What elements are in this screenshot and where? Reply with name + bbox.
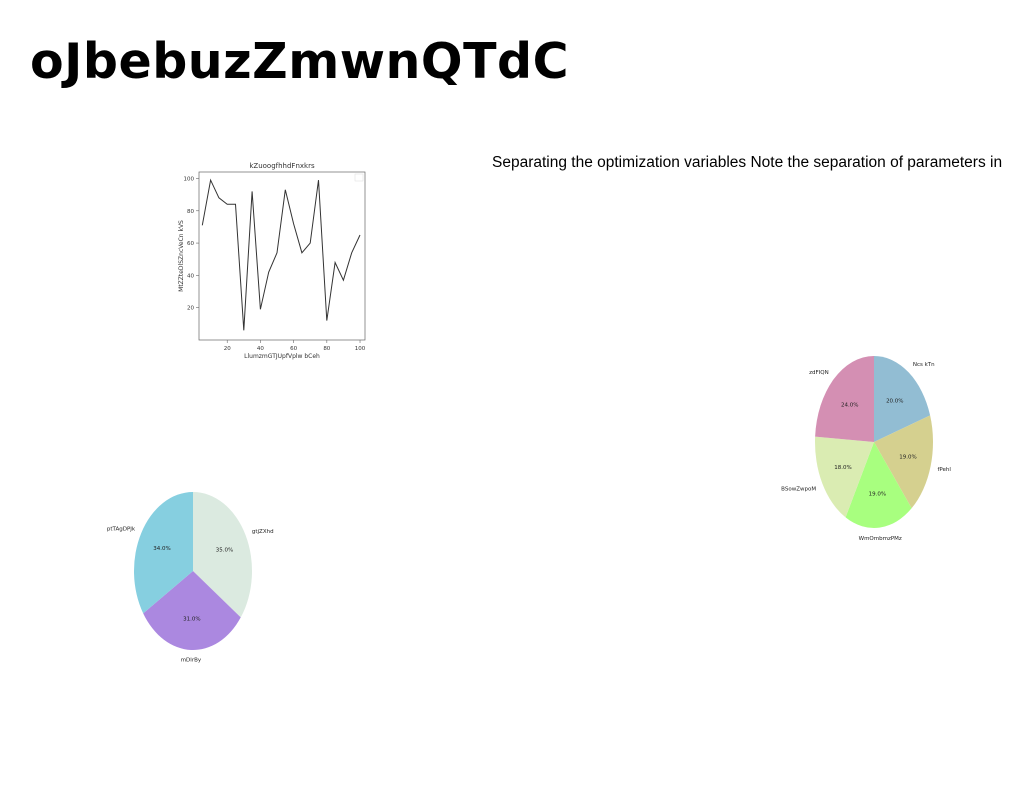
pie-slice-label: WmOmbmzPMz [859, 536, 902, 542]
y-axis-label: MtZZteDlSZncVeCn kVS [178, 220, 185, 292]
y-tick-label: 60 [187, 241, 194, 247]
pie-slice-percent: 18.0% [834, 465, 851, 471]
pie-slice [845, 442, 912, 528]
pie-slice-percent: 34.0% [153, 546, 170, 552]
x-tick-label: 20 [224, 346, 231, 352]
pie-chart-left: 35.0% gtjZXhd 31.0% mDlrBy 34.0% ptTAgDPJk [107, 492, 274, 663]
pie-slice-percent: 24.0% [841, 402, 858, 408]
plot-frame [198, 171, 366, 341]
x-tick-label: 40 [257, 346, 264, 352]
pie-slice [874, 415, 933, 509]
pie-slice [134, 492, 193, 614]
pie-slice [874, 356, 931, 442]
pie-chart-right: 20.0% Ncs kTn 19.0% fPehl 19.0% WmOmbmzPMz 18.… [781, 356, 951, 542]
pie-slice-label: fPehl [937, 467, 951, 473]
chart-title: kZuoogfhhdFnxkrs [249, 162, 315, 170]
pie-slice [815, 436, 874, 518]
pie-slice-percent: 35.0% [216, 547, 233, 553]
pie-slice-label: gtjZXhd [252, 529, 274, 535]
page-title: oJbebuzZmwnQTdC [30, 33, 570, 90]
y-tick-label: 100 [184, 176, 195, 182]
pie-slice-percent: 31.0% [183, 616, 200, 622]
y-tick-label: 40 [187, 273, 194, 279]
line-chart: kZuoogfhhdFnxkrs 20 40 60 80 10020406080100 … [178, 162, 366, 360]
pie-slice-percent: 19.0% [869, 491, 886, 497]
y-tick-label: 20 [187, 306, 194, 312]
pie-slice [815, 356, 874, 442]
legend-box [354, 173, 364, 182]
series-line [201, 178, 361, 331]
x-tick-label: 60 [290, 346, 297, 352]
pie-slice-label: mDlrBy [181, 657, 202, 663]
pie-slice-label: Ncs kTn [913, 362, 935, 368]
pie-slice-label: zdFIQN [809, 370, 829, 376]
tick-group: 20 40 60 80 100 20 40 60 80 100 [184, 176, 366, 352]
pie-slice-label: BSowZwpoM [781, 486, 816, 492]
y-tick-label: 80 [187, 209, 194, 215]
intro-text: Separating the optimization variables No… [492, 154, 1003, 171]
x-tick-label: 100 [355, 346, 366, 352]
pie-slice [193, 492, 252, 618]
pie-slice-label: ptTAgDPJk [107, 526, 136, 532]
x-tick-label: 80 [323, 346, 330, 352]
pie-slice-percent: 19.0% [899, 454, 916, 460]
pie-slice [143, 571, 241, 650]
pie-slice-percent: 20.0% [886, 398, 903, 404]
x-axis-label: LlumzmGTJUpfVplw bCeh [244, 353, 320, 360]
